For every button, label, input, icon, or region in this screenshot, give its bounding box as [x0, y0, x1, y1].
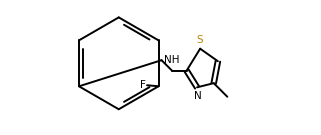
Text: NH: NH — [164, 55, 180, 65]
Text: S: S — [197, 35, 204, 45]
Text: N: N — [194, 91, 202, 101]
Text: F: F — [140, 80, 146, 90]
